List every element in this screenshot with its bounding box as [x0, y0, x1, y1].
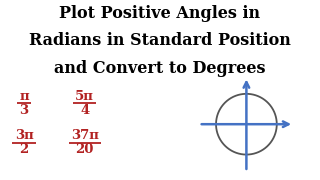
Text: Plot Positive Angles in: Plot Positive Angles in: [60, 4, 260, 21]
Text: 4: 4: [80, 103, 89, 116]
Text: 37π: 37π: [71, 129, 99, 142]
Text: 3: 3: [20, 103, 28, 116]
Text: 3π: 3π: [15, 129, 33, 142]
Text: and Convert to Degrees: and Convert to Degrees: [54, 60, 266, 77]
Text: 20: 20: [76, 143, 94, 156]
Text: π: π: [19, 90, 29, 103]
Text: 5π: 5π: [76, 90, 94, 103]
Text: Radians in Standard Position: Radians in Standard Position: [29, 32, 291, 49]
Text: 2: 2: [20, 143, 28, 156]
